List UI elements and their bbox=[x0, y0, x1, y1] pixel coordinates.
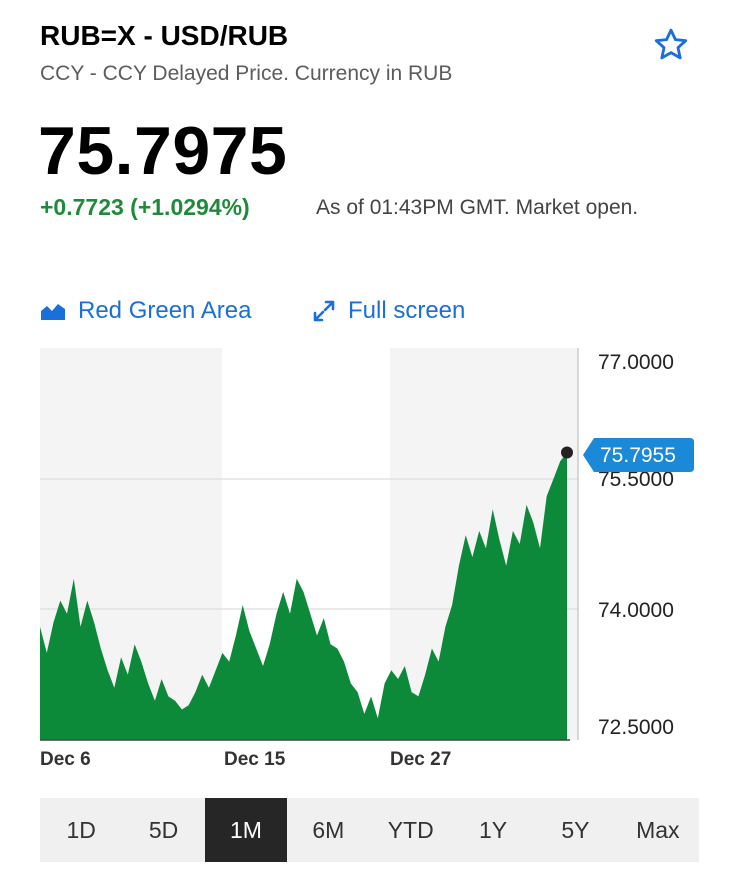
last-price-dot bbox=[561, 446, 573, 459]
range-5y-button[interactable]: 5Y bbox=[561, 816, 590, 843]
x-tick-label: Dec 6 bbox=[40, 749, 91, 770]
y-tick-label: 72.5000 bbox=[598, 716, 674, 739]
y-tick-label: 75.5000 bbox=[598, 468, 674, 491]
range-1m-button[interactable]: 1M bbox=[204, 798, 288, 862]
range-6m-button[interactable]: 6M bbox=[312, 816, 345, 843]
range-1y-button[interactable]: 1Y bbox=[478, 816, 508, 843]
area-chart-icon bbox=[41, 304, 65, 320]
time-range-selector: 1D 5D 1M 6M YTD 1Y 5Y Max bbox=[40, 798, 699, 862]
price-chart[interactable]: 77.0000 75.5000 74.0000 72.5000 75.7955 … bbox=[0, 340, 739, 780]
symbol-title: RUB=X - USD/RUB bbox=[40, 20, 289, 51]
watchlist-star-icon[interactable] bbox=[652, 26, 690, 64]
price-area bbox=[40, 452, 567, 740]
range-max-button[interactable]: Max bbox=[636, 816, 680, 843]
price-change: +0.7723 (+1.0294%) bbox=[40, 194, 250, 220]
last-price-tag: 75.7955 bbox=[583, 438, 694, 472]
y-tick-label: 77.0000 bbox=[598, 351, 674, 374]
current-price: 75.7975 bbox=[38, 113, 288, 189]
range-5d-button[interactable]: 5D bbox=[148, 816, 179, 843]
chart-type-button[interactable]: Red Green Area bbox=[40, 296, 251, 326]
last-price-value: 75.7955 bbox=[600, 444, 676, 467]
expand-arrows-icon bbox=[313, 300, 335, 322]
fullscreen-label: Full screen bbox=[348, 297, 466, 324]
range-ytd-button[interactable]: YTD bbox=[387, 816, 434, 843]
fullscreen-button[interactable]: Full screen bbox=[312, 296, 465, 326]
x-tick-label: Dec 15 bbox=[224, 749, 286, 770]
x-tick-label: Dec 27 bbox=[390, 749, 451, 770]
chart-type-label: Red Green Area bbox=[78, 297, 252, 324]
quote-source-subtitle: CCY - CCY Delayed Price. Currency in RUB bbox=[40, 62, 453, 85]
market-status: As of 01:43PM GMT. Market open. bbox=[316, 196, 639, 219]
y-tick-label: 74.0000 bbox=[598, 599, 674, 622]
range-1d-button[interactable]: 1D bbox=[66, 816, 96, 843]
